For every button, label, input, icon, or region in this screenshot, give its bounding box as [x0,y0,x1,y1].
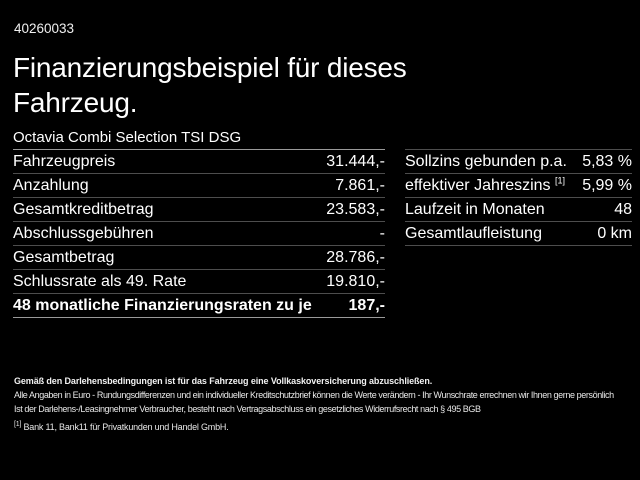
legal-note-line2: Alle Angaben in Euro - Rundungsdifferenz… [14,390,614,400]
legal-note-bold: Gemäß den Darlehensbedingungen ist für d… [14,376,433,386]
row-value: 31.444,- [326,152,385,170]
financing-table: Octavia Combi Selection TSI DSG Fahrzeug… [13,128,385,318]
row-label: 48 monatliche Finanzierungsraten zu je [13,296,312,314]
row-value: 5,83 % [582,152,632,170]
table-row-sollzins: Sollzins gebunden p.a. 5,83 % [405,150,632,174]
footnote: [1] Bank 11, Bank11 für Privatkunden und… [14,421,632,432]
table-row-gesamtkreditbetrag: Gesamtkreditbetrag 23.583,- [13,198,385,222]
table-row-laufzeit: Laufzeit in Monaten 48 [405,198,632,222]
row-label: Gesamtlaufleistung [405,224,542,242]
legal-note-line3: Ist der Darlehens-/Leasingnehmer Verbrau… [14,404,481,414]
row-value: 28.786,- [326,248,385,266]
footnote-text: Bank 11, Bank11 für Privatkunden und Han… [23,422,229,432]
table-row-gesamtbetrag: Gesamtbetrag 28.786,- [13,246,385,270]
vehicle-id: 40260033 [14,21,75,36]
page-title: Finanzierungsbeispiel für dieses Fahrzeu… [13,52,407,118]
footnote-marker: [1] [555,175,566,186]
row-value: 23.583,- [326,200,385,218]
table-row-gesamtlaufleistung: Gesamtlaufleistung 0 km [405,222,632,246]
legal-footer: Gemäß den Darlehensbedingungen ist für d… [14,375,632,432]
row-value: 48 [614,200,632,218]
table-row-abschlussgebuehren: Abschlussgebühren - [13,222,385,246]
row-value: 7.861,- [335,176,385,194]
row-label: Laufzeit in Monaten [405,200,545,218]
row-label: Schlussrate als 49. Rate [13,272,187,290]
row-label: effektiver Jahreszins [405,176,551,194]
row-value: 19.810,- [326,272,385,290]
table-row-anzahlung: Anzahlung 7.861,- [13,174,385,198]
rates-table: Sollzins gebunden p.a. 5,83 % effektiver… [405,149,632,246]
row-label: Abschlussgebühren [13,224,154,242]
row-label: Anzahlung [13,176,89,194]
row-label: Gesamtbetrag [13,248,115,266]
row-value: 5,99 % [582,176,632,194]
row-value: 187,- [348,296,385,314]
row-value: - [379,224,385,242]
row-label: Fahrzeugpreis [13,152,116,170]
vehicle-subtitle: Octavia Combi Selection TSI DSG [13,128,385,150]
row-label: Sollzins gebunden p.a. [405,152,567,170]
row-label: Gesamtkreditbetrag [13,200,154,218]
footnote-marker: [1] [14,421,22,428]
row-value: 0 km [597,224,632,242]
table-row-fahrzeugpreis: Fahrzeugpreis 31.444,- [13,150,385,174]
table-row-effektiver-jahreszins: effektiver Jahreszins [1] 5,99 % [405,174,632,198]
table-row-monatsrate: 48 monatliche Finanzierungsraten zu je 1… [13,294,385,318]
table-row-schlussrate: Schlussrate als 49. Rate 19.810,- [13,270,385,294]
